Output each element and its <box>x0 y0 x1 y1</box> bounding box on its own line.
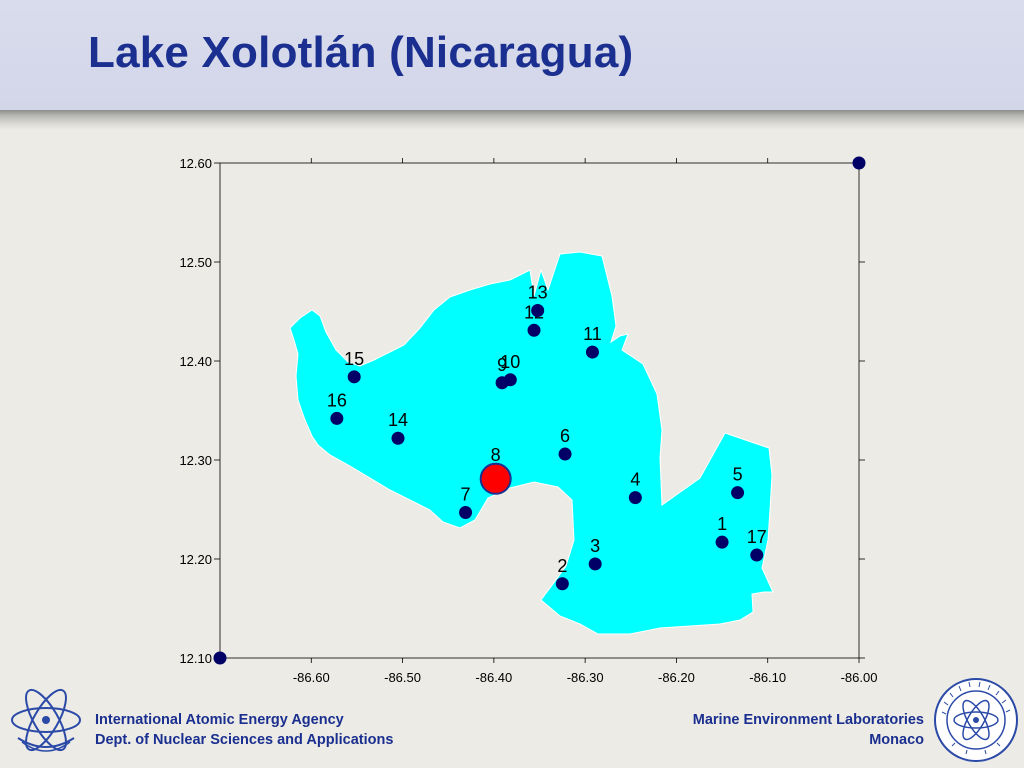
y-tick-label: 12.30 <box>179 453 212 468</box>
station-label: 6 <box>560 426 570 446</box>
station-label: 2 <box>557 556 567 576</box>
footer-location: Monaco <box>869 732 924 748</box>
station-label: 17 <box>747 527 767 547</box>
y-tick-label: 12.10 <box>179 651 212 666</box>
lake-outline <box>289 251 774 635</box>
sampling-station-point <box>555 577 569 591</box>
x-tick-label: -86.40 <box>475 670 512 685</box>
footer-org-name: International Atomic Energy Agency <box>95 712 344 728</box>
station-label: 4 <box>630 470 640 490</box>
sampling-station-point <box>750 548 764 562</box>
sampling-station-point <box>588 557 602 571</box>
footer-organization: International Atomic Energy Agency Dept.… <box>95 710 393 750</box>
x-tick-label: -86.00 <box>841 670 878 685</box>
station-label: 10 <box>500 352 520 372</box>
station-label: 7 <box>461 484 471 504</box>
sampling-station-point <box>731 486 745 500</box>
sampling-station-point <box>213 651 227 665</box>
station-label: 15 <box>344 349 364 369</box>
station-label: 3 <box>590 536 600 556</box>
x-tick-label: -86.20 <box>658 670 695 685</box>
y-tick-label: 12.50 <box>179 255 212 270</box>
sampling-station-point <box>391 431 405 445</box>
station-label: 5 <box>733 465 743 485</box>
sampling-station-point <box>330 411 344 425</box>
x-tick-label: -86.10 <box>749 670 786 685</box>
sampling-station-point <box>715 535 729 549</box>
station-label: 11 <box>583 324 602 344</box>
x-tick-label: -86.50 <box>384 670 421 685</box>
sampling-station-point <box>585 345 599 359</box>
footer-laboratory: Marine Environment Laboratories Monaco <box>693 710 924 750</box>
sampling-station-point <box>852 156 866 170</box>
y-tick-label: 12.60 <box>179 156 212 171</box>
sampling-station-highlight <box>479 462 512 495</box>
sampling-station-point <box>628 491 642 505</box>
sampling-station-point <box>531 304 545 318</box>
footer-lab-name: Marine Environment Laboratories <box>692 712 924 728</box>
footer-dept-name: Dept. of Nuclear Sciences and Applicatio… <box>95 732 394 748</box>
y-tick-label: 12.40 <box>179 354 212 369</box>
sampling-station-point <box>459 505 473 519</box>
y-tick-label: 12.20 <box>179 552 212 567</box>
station-label: 1 <box>717 514 727 534</box>
plot-frame <box>219 162 860 659</box>
station-label: 14 <box>388 410 408 430</box>
station-label: 13 <box>528 283 548 303</box>
page-title: Lake Xolotlán (Nicaragua) <box>88 28 634 77</box>
sampling-station-point <box>527 323 541 337</box>
header-divider <box>0 110 1024 130</box>
x-tick-label: -86.30 <box>567 670 604 685</box>
sampling-station-point <box>558 447 572 461</box>
marine-environment-laboratory-seal-icon <box>934 678 1018 762</box>
sampling-station-point <box>347 370 361 384</box>
station-label: 8 <box>491 445 501 465</box>
iaea-atom-logo-icon <box>11 688 81 752</box>
station-label: 16 <box>327 390 347 410</box>
sampling-station-point <box>503 373 517 387</box>
station-label: 9 <box>497 355 507 375</box>
header-band <box>0 0 1024 112</box>
x-tick-label: -86.60 <box>293 670 330 685</box>
